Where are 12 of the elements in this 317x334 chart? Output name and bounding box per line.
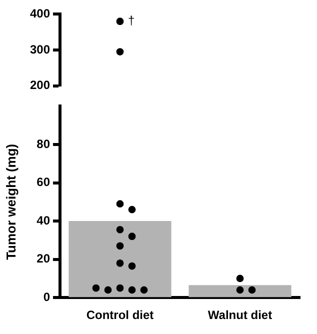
y-tick-label: 0 — [43, 290, 50, 304]
y-tick-label: 40 — [36, 213, 50, 228]
y-axis-title: Tumor weight (mg) — [3, 144, 18, 260]
y-tick-label: 300 — [30, 42, 50, 56]
y-tick-label: 400 — [30, 6, 50, 21]
y-tick-label: 60 — [36, 175, 50, 190]
annotation: † — [128, 14, 135, 28]
y-tick-label: 20 — [36, 252, 50, 266]
y-tick-label: 80 — [36, 136, 50, 151]
x-tick-label: Control diet — [86, 308, 154, 322]
y-tick-label: 200 — [30, 78, 50, 92]
x-tick-label: Walnut diet — [208, 308, 272, 322]
